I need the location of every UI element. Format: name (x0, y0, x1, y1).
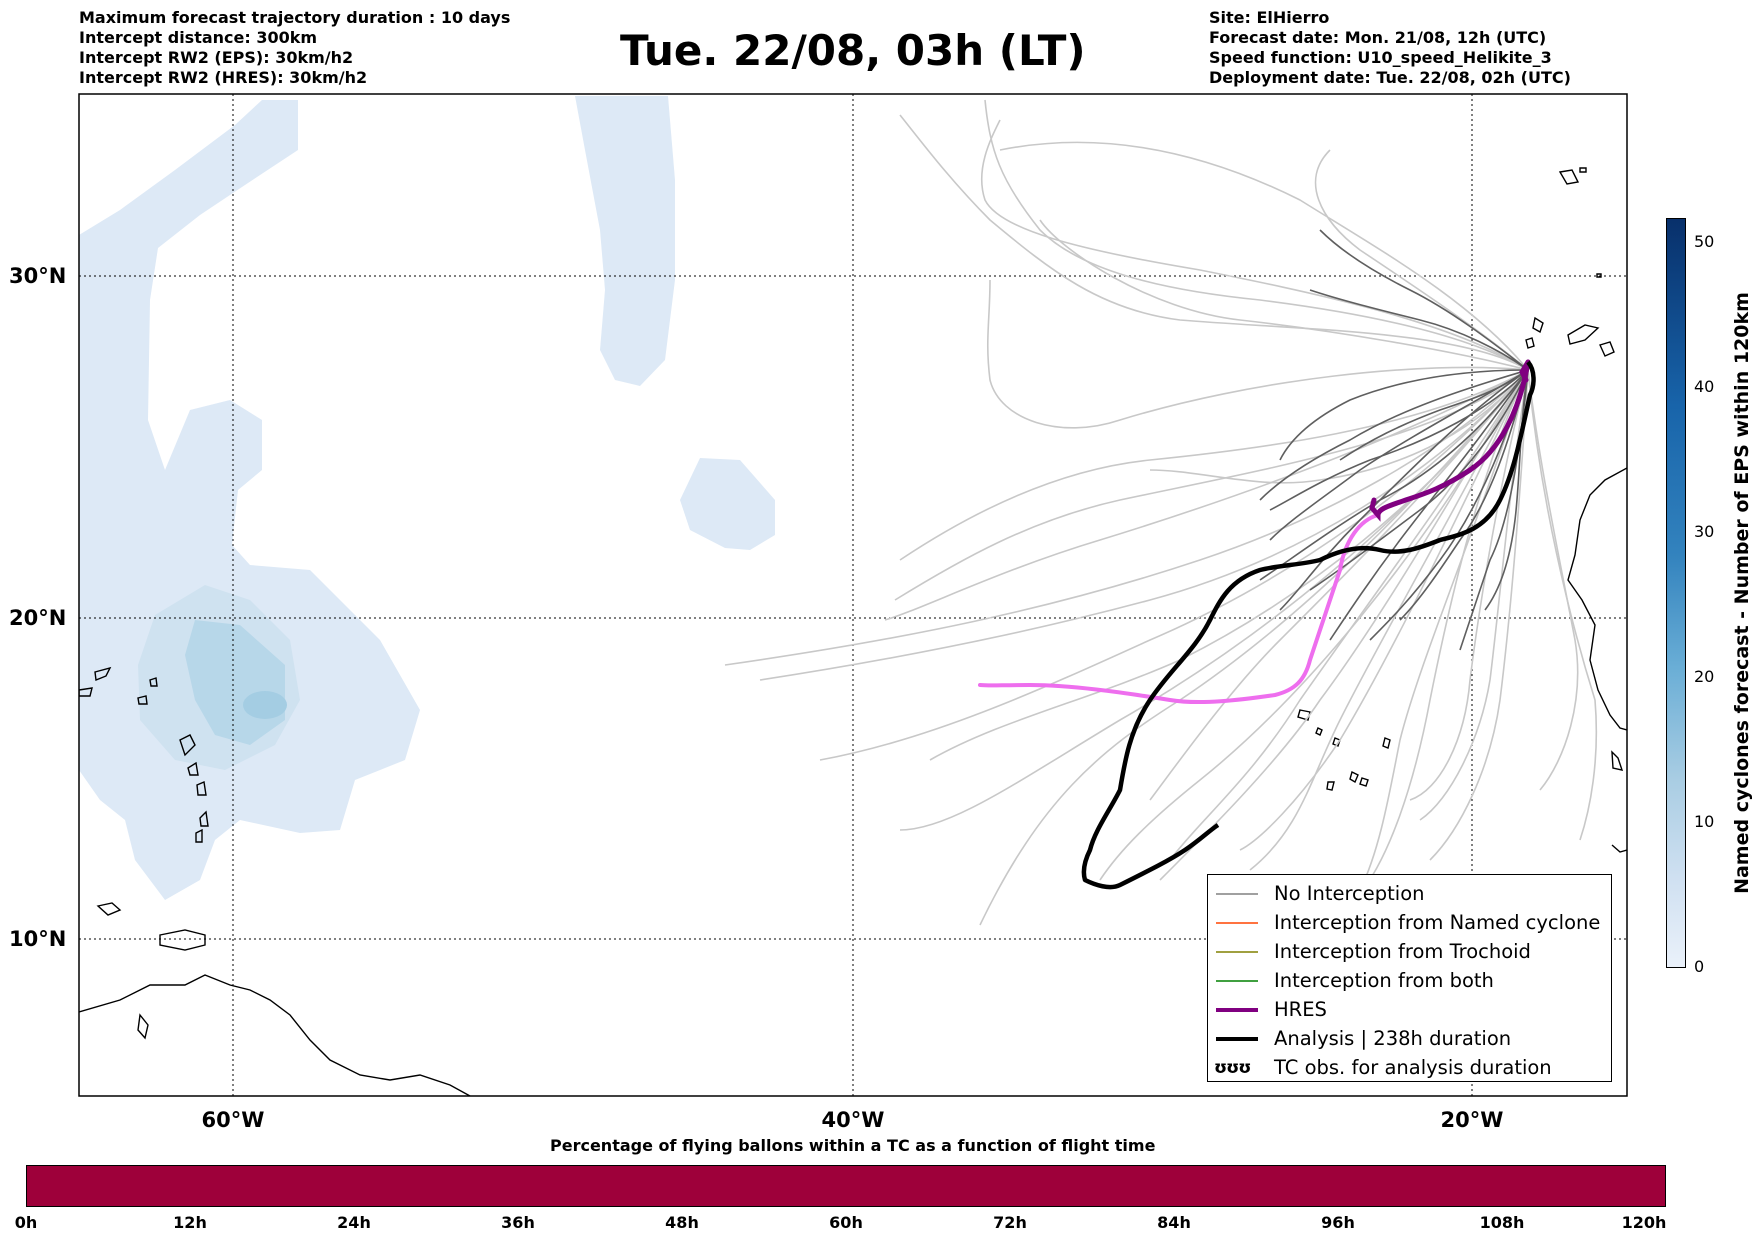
analysis-trajectory (1081, 360, 1536, 890)
lon-label: 40°W (822, 1108, 885, 1132)
legend-label: HRES (1274, 998, 1327, 1021)
colorbar-tick: 20 (1694, 667, 1715, 686)
time-tick: 48h (665, 1213, 699, 1232)
map-frame (78, 93, 1628, 1097)
legend-item-trochoid: Interception from Trochoid (1208, 937, 1611, 966)
lon-label: 20°W (1441, 1108, 1504, 1132)
legend-label: Interception from Trochoid (1274, 940, 1531, 963)
info-line: Intercept RW2 (EPS): 30km/h2 (79, 48, 354, 67)
site-parameters: Site: ElHierro Forecast date: Mon. 21/08… (1209, 8, 1571, 88)
info-line: Maximum forecast trajectory duration : 1… (79, 8, 511, 27)
colorbar-title: Named cyclones forecast - Number of EPS … (1731, 292, 1752, 894)
legend-label: TC obs. for analysis duration (1274, 1056, 1552, 1079)
time-tick: 120h (1621, 1213, 1667, 1232)
time-tick: 72h (993, 1213, 1027, 1232)
time-bar-title: Percentage of flying ballons within a TC… (550, 1136, 1156, 1155)
colorbar (1666, 218, 1686, 968)
colorbar-tick: 40 (1694, 377, 1715, 396)
colorbar-tick: 0 (1694, 957, 1705, 976)
colorbar-tick: 30 (1694, 522, 1715, 541)
lat-label: 30°N (9, 264, 66, 288)
legend-item-no-interception: No Interception (1208, 879, 1611, 908)
time-tick: 36h (501, 1213, 535, 1232)
time-tick: 60h (829, 1213, 863, 1232)
ensemble-trajectories-light (724, 99, 1598, 926)
time-tick: 0h (14, 1213, 38, 1232)
legend-item-named-cyclone: Interception from Named cyclone (1208, 908, 1611, 937)
legend-item-tc-obs: ʊʊʊ TC obs. for analysis duration (1208, 1053, 1611, 1082)
legend-label: Interception from both (1274, 969, 1494, 992)
longitude-labels: 60°W 40°W 20°W (202, 1108, 1504, 1132)
colorbar-tick: 10 (1694, 812, 1715, 831)
info-line: Deployment date: Tue. 22/08, 02h (UTC) (1209, 68, 1571, 87)
lat-label: 20°N (9, 606, 66, 630)
info-line: Speed function: U10_speed_Helikite_3 (1209, 48, 1552, 67)
legend-item-both: Interception from both (1208, 966, 1611, 995)
time-tick: 12h (173, 1213, 207, 1232)
time-tick: 84h (1157, 1213, 1191, 1232)
info-line: Forecast date: Mon. 21/08, 12h (UTC) (1209, 28, 1547, 47)
time-tick: 108h (1479, 1213, 1525, 1232)
legend-label: Interception from Named cyclone (1274, 911, 1601, 934)
time-bar (26, 1165, 1666, 1207)
tc-obs-icon: ʊʊʊ (1214, 1057, 1251, 1078)
legend-label: No Interception (1274, 882, 1425, 905)
info-line: Site: ElHierro (1209, 8, 1330, 27)
coastlines (79, 167, 1627, 1096)
lat-label: 10°N (9, 927, 66, 951)
cyclone-probability-core (138, 585, 300, 770)
time-tick: 24h (337, 1213, 371, 1232)
info-line: Intercept distance: 300km (79, 28, 318, 47)
colorbar-tick: 50 (1694, 232, 1715, 251)
latitude-labels: 30°N 20°N 10°N (9, 264, 66, 951)
lon-label: 60°W (202, 1108, 265, 1132)
hres-trajectory (978, 359, 1531, 705)
run-parameters: Maximum forecast trajectory duration : 1… (79, 8, 510, 88)
page-title: Tue. 22/08, 03h (LT) (620, 26, 1086, 75)
legend: No Interception Interception from Named … (1207, 874, 1612, 1082)
legend-label: Analysis | 238h duration (1274, 1027, 1512, 1050)
info-line: Intercept RW2 (HRES): 30km/h2 (79, 68, 368, 87)
legend-item-hres: HRES (1208, 995, 1611, 1024)
time-tick: 96h (1321, 1213, 1355, 1232)
legend-item-analysis: Analysis | 238h duration (1208, 1024, 1611, 1053)
